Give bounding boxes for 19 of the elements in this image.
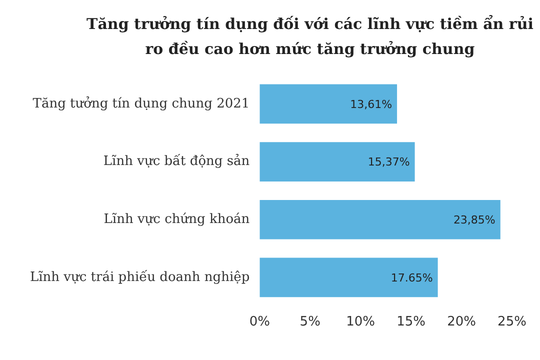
y-tick-label: Lĩnh vực chứng khoán bbox=[104, 212, 250, 227]
y-tick-label: Tăng tưởng tín dụng chung 2021 bbox=[32, 95, 250, 112]
x-tick-label: 0% bbox=[249, 314, 270, 330]
y-tick-label: Lĩnh vực bất động sản bbox=[103, 153, 250, 170]
bar bbox=[260, 200, 500, 240]
data-label: 17.65% bbox=[390, 271, 433, 284]
x-tick-label: 25% bbox=[498, 314, 526, 330]
bar bbox=[260, 258, 438, 298]
data-label: 15,37% bbox=[368, 156, 410, 169]
x-tick-label: 10% bbox=[346, 314, 376, 330]
bar bbox=[260, 84, 398, 124]
data-label: 23,85% bbox=[453, 213, 496, 226]
bar bbox=[260, 142, 415, 182]
data-label: 13,61% bbox=[350, 98, 392, 111]
chart-title: Tăng trưởng tín dụng đối với các lĩnh vực tiềm ẩn rủi ro đều cao hơn mức tăng trưởng chung bbox=[86, 14, 534, 60]
x-tick-label: 5% bbox=[300, 314, 320, 330]
y-tick-label: Lĩnh vực trái phiếu doanh nghiệp bbox=[30, 270, 250, 285]
x-tick-label: 15% bbox=[396, 314, 426, 330]
x-tick-label: 20% bbox=[447, 314, 476, 330]
